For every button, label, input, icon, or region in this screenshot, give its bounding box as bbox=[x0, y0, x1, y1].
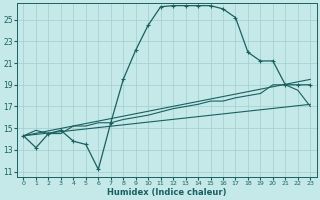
X-axis label: Humidex (Indice chaleur): Humidex (Indice chaleur) bbox=[107, 188, 227, 197]
